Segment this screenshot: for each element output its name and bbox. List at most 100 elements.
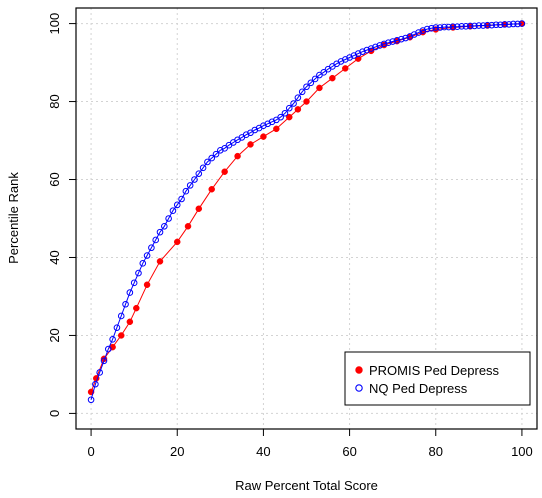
x-tick-label: 0 [87, 444, 94, 459]
point-promis [143, 281, 151, 289]
point-promis [208, 186, 215, 193]
point-nq [126, 289, 134, 296]
series-layer [87, 20, 526, 404]
point-nq [462, 23, 470, 30]
y-tick-label: 20 [47, 328, 62, 342]
series-line-promis [90, 23, 522, 393]
point-nq [105, 345, 112, 353]
legend-marker-nq [355, 384, 363, 392]
point-nq [100, 357, 108, 365]
point-nq [122, 300, 129, 308]
point-nq [113, 324, 121, 331]
point-nq [488, 21, 496, 29]
point-nq [479, 22, 487, 29]
point-nq [178, 195, 185, 203]
point-nq [290, 100, 297, 107]
point-nq [208, 154, 216, 162]
y-tick-label: 0 [47, 410, 62, 417]
point-nq [148, 244, 155, 252]
point-promis [117, 332, 125, 339]
point-nq [303, 83, 310, 91]
legend-marker-promis [355, 366, 363, 374]
point-nq [186, 182, 194, 189]
point-nq [117, 312, 125, 320]
point-nq [514, 20, 521, 28]
series-line-nq [90, 23, 522, 400]
point-nq [497, 21, 504, 29]
point-nq [195, 170, 203, 177]
point-promis [133, 304, 140, 312]
point-nq [96, 369, 103, 376]
y-tick-label: 80 [47, 94, 62, 108]
point-nq [466, 22, 474, 30]
point-nq [505, 21, 513, 28]
legend-label-promis: PROMIS Ped Depress [369, 363, 500, 378]
point-promis [184, 223, 192, 230]
point-promis [303, 98, 310, 105]
x-tick-label: 100 [511, 444, 533, 459]
point-nq [510, 20, 517, 28]
x-tick-label: 40 [256, 444, 270, 459]
legend-label-nq: NQ Ped Depress [369, 381, 468, 396]
point-nq [169, 207, 177, 215]
point-promis [126, 318, 134, 326]
point-nq [294, 94, 302, 101]
x-axis-label: Raw Percent Total Score [235, 478, 378, 493]
point-promis [173, 238, 181, 246]
point-nq [311, 75, 319, 83]
point-nq [359, 48, 366, 55]
legend-box [344, 351, 531, 406]
point-nq [372, 43, 379, 51]
point-nq [143, 252, 151, 259]
point-nq [445, 23, 452, 31]
point-promis [260, 133, 267, 140]
point-nq [402, 34, 409, 42]
point-nq [161, 222, 168, 230]
point-nq [182, 187, 190, 195]
point-nq [221, 145, 228, 152]
point-promis [316, 84, 323, 92]
point-nq [173, 201, 181, 209]
point-nq [432, 24, 440, 31]
point-nq [453, 23, 461, 31]
point-nq [298, 88, 306, 96]
y-tick-label: 40 [47, 250, 62, 264]
point-nq [285, 104, 293, 112]
point-nq [380, 40, 388, 48]
legend: PROMIS Ped Depress NQ Ped Depress [344, 351, 531, 406]
grid [76, 8, 537, 429]
point-nq [363, 46, 371, 54]
point-promis [156, 258, 164, 265]
point-promis [221, 168, 228, 175]
point-nq [156, 228, 164, 236]
point-promis [195, 205, 203, 213]
axes: 0 20 40 60 80 100 0 20 40 60 80 100 [47, 13, 533, 459]
point-nq [135, 269, 142, 277]
point-nq [419, 27, 427, 34]
point-promis [247, 141, 254, 148]
y-axis-label: Percentile Rank [6, 172, 21, 264]
point-nq [320, 69, 328, 76]
point-nq [423, 25, 431, 33]
point-nq [307, 79, 315, 87]
point-promis [234, 152, 241, 160]
point-nq [501, 21, 508, 28]
point-nq [449, 23, 457, 31]
point-nq [152, 236, 160, 244]
point-nq [376, 42, 384, 49]
point-nq [367, 45, 375, 52]
point-nq [518, 20, 526, 27]
x-tick-label: 60 [342, 444, 356, 459]
point-nq [436, 24, 444, 31]
point-nq [484, 21, 491, 29]
point-nq [385, 39, 392, 46]
point-nq [87, 396, 95, 404]
point-promis [273, 125, 280, 133]
point-nq [199, 164, 207, 172]
point-promis [286, 113, 293, 121]
point-nq [281, 109, 289, 117]
point-nq [92, 380, 99, 388]
y-tick-label: 100 [47, 13, 62, 35]
x-tick-label: 20 [170, 444, 184, 459]
point-nq [139, 260, 147, 267]
